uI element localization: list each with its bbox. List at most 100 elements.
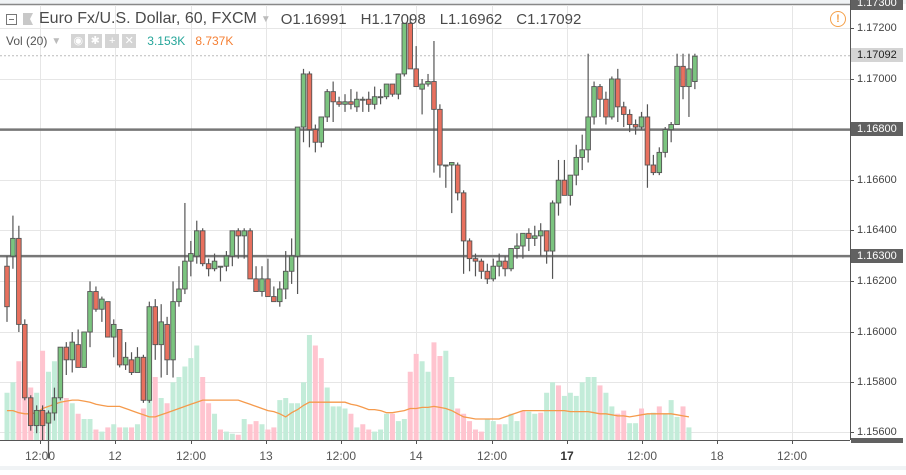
eye-icon[interactable]: ◉ [71, 34, 86, 48]
candle-body [253, 278, 259, 292]
volume-bar [680, 406, 686, 440]
candle-body [496, 260, 502, 267]
volume-bar [478, 431, 484, 440]
volume-bar [75, 413, 81, 440]
volume-bar [650, 412, 656, 440]
candle-body [235, 230, 242, 237]
candle-body [247, 230, 253, 280]
symbol-title[interactable]: Euro Fx/U.S. Dollar, 60, FXCM [39, 10, 257, 27]
alert-icon[interactable]: ! [830, 11, 846, 27]
candle-body [561, 179, 568, 196]
volume-bar [265, 429, 271, 440]
volume-bar [455, 408, 461, 440]
candle-body [466, 240, 473, 260]
candle-body [460, 192, 467, 242]
candle-body [271, 296, 277, 303]
close-icon[interactable]: ✕ [122, 34, 137, 48]
ohlc-low: L1.16962 [439, 10, 503, 28]
price-label: 1.17200 [857, 22, 897, 34]
candle-body [413, 68, 419, 88]
candle-body [99, 298, 105, 310]
volume-bar [662, 413, 668, 440]
volume-bar [514, 421, 520, 440]
candle-body [27, 397, 34, 427]
time-label: 12:00 [476, 449, 508, 463]
volume-bar [555, 385, 561, 440]
price-label: 1.16300 [851, 249, 903, 263]
gear-icon[interactable]: ✱ [88, 34, 103, 48]
collapse-icon[interactable] [6, 13, 17, 25]
volume-bar [283, 398, 289, 440]
candle-body [122, 356, 129, 366]
candle-body [549, 202, 556, 252]
time-label: 12:00 [175, 449, 207, 463]
candle-body [674, 65, 680, 125]
candle-body [164, 323, 170, 361]
volume-bar [591, 377, 597, 440]
volume-bar [520, 410, 526, 440]
volume-bar [674, 416, 680, 440]
volume-bar [544, 392, 550, 440]
candle-body [644, 116, 651, 166]
plus-icon[interactable]: + [105, 34, 120, 48]
ohlc-close: C1.17092 [516, 10, 582, 28]
candle-body [662, 129, 668, 153]
volume-bar [301, 382, 306, 440]
time-label: 13 [259, 449, 273, 463]
bottom-bar [0, 466, 906, 470]
candle-body [87, 291, 93, 333]
candle-body [395, 73, 402, 95]
candle-body [484, 270, 491, 280]
candle-body [152, 306, 158, 346]
volume-bar [247, 424, 253, 440]
volume-bar [484, 419, 490, 440]
price-label: 1.17000 [857, 73, 897, 85]
price-label: 1.16600 [857, 174, 897, 186]
candle-body [146, 306, 153, 401]
volume-bar [212, 413, 218, 440]
candle-body [502, 260, 508, 270]
candle-body [626, 113, 633, 125]
chevron-down-icon[interactable]: ▼ [51, 35, 62, 47]
time-label: 12:00 [325, 449, 357, 463]
chevron-down-icon[interactable]: ▼ [260, 13, 271, 25]
candle-body [306, 73, 313, 131]
candle-body [401, 22, 408, 75]
volume-bar [134, 424, 140, 440]
volume-bar [496, 424, 502, 440]
candle-body [211, 260, 218, 270]
candle-body [603, 98, 609, 118]
price-tag-strip [851, 438, 903, 443]
candle-body [354, 98, 360, 108]
candle-body [591, 86, 597, 118]
volume-bar [401, 419, 407, 440]
time-label: 12:00 [24, 449, 56, 463]
volume-label[interactable]: Vol (20) [6, 34, 48, 48]
volume-bar [573, 395, 579, 440]
volume-bar [686, 427, 692, 440]
volume-bar [188, 358, 194, 440]
volume-bar [467, 421, 473, 440]
volume-bar [472, 429, 478, 440]
volume-bar [449, 377, 455, 440]
volume-bar [419, 361, 425, 440]
candle-body [63, 346, 70, 361]
candle-body [128, 359, 135, 373]
time-label: 17 [560, 449, 574, 463]
volume-bar [217, 429, 223, 440]
volume-bar [324, 387, 330, 440]
candle-body [508, 248, 514, 270]
candle-body [241, 230, 247, 237]
time-label: 12 [108, 449, 122, 463]
candle-body [526, 232, 532, 239]
candle-body [10, 237, 16, 257]
volume-bar [235, 434, 241, 440]
volume-bar [621, 410, 627, 440]
symbol-legend: Euro Fx/U.S. Dollar, 60, FXCM ▼ O1.16991… [6, 10, 595, 28]
time-label: 12:00 [776, 449, 808, 463]
candle-body [348, 101, 354, 105]
volume-bar [597, 385, 603, 440]
candle-body [656, 151, 663, 174]
